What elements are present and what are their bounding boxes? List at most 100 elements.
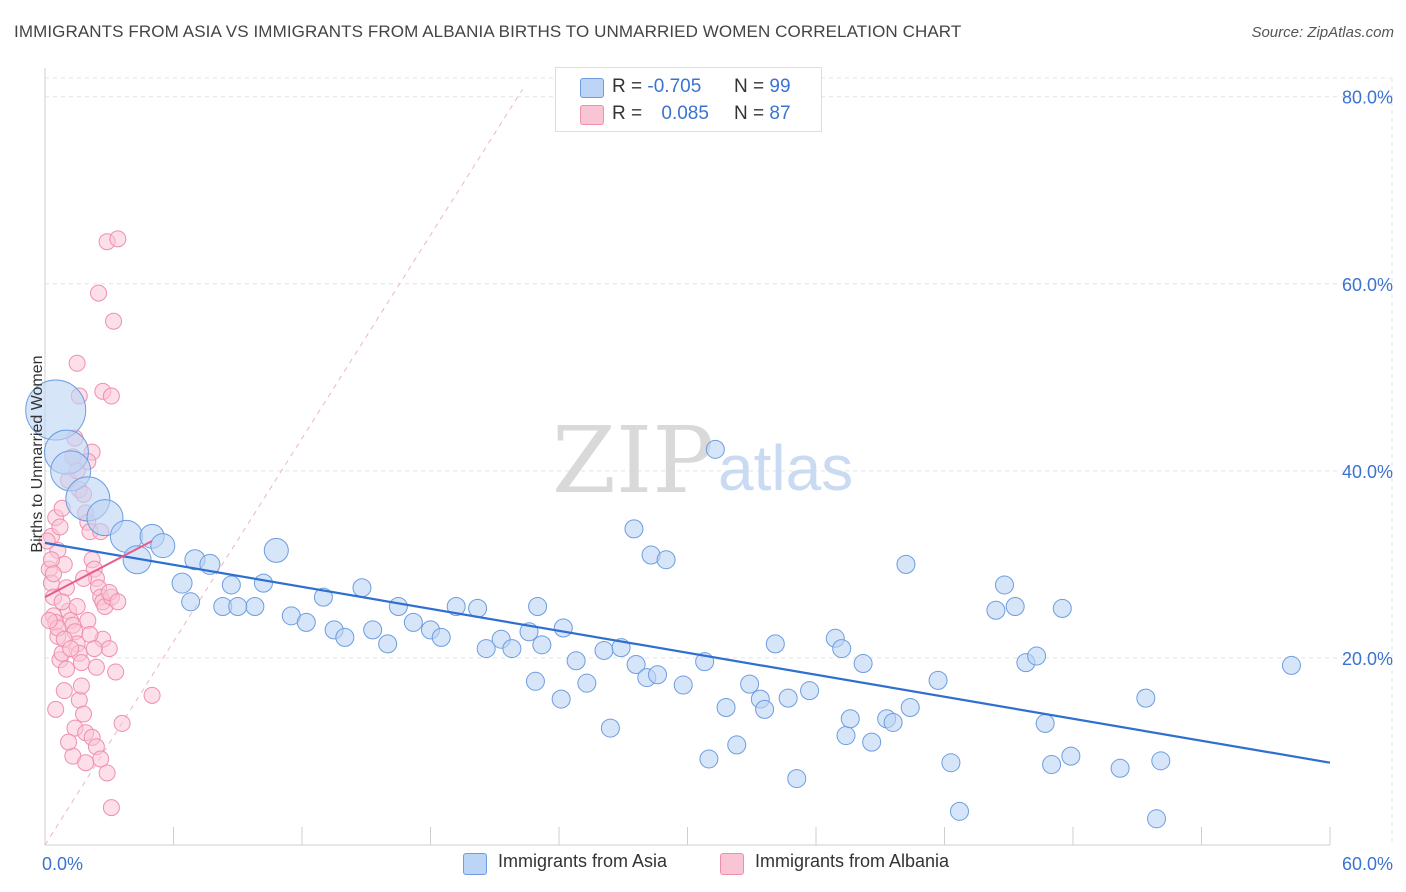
asia-point: [765, 634, 785, 654]
asia-point: [446, 596, 466, 616]
asia-point: [313, 587, 333, 607]
albania-point: [55, 682, 73, 700]
asia-point: [403, 612, 423, 632]
albania-point: [102, 799, 120, 817]
correlation-legend: R = -0.705 N = 99 R = 0.085 N = 87: [555, 67, 822, 132]
albania-point: [85, 640, 103, 658]
trend-lines: [44, 540, 1331, 764]
asia-r-label: R =: [612, 76, 643, 97]
asia-point: [181, 592, 201, 612]
asia-point: [532, 635, 552, 655]
asia-point: [296, 612, 316, 632]
albania-n-value: 87: [769, 103, 791, 124]
asia-point: [862, 732, 882, 752]
albania-point: [68, 354, 86, 372]
asia-point: [778, 688, 798, 708]
albania-point: [51, 518, 69, 536]
asia-point: [228, 596, 248, 616]
asia-point: [740, 674, 760, 694]
bottom-asia-label: Immigrants from Asia: [498, 851, 668, 871]
asia-point: [800, 681, 820, 701]
asia-point: [699, 749, 719, 769]
asia-point: [755, 699, 775, 719]
asia-point: [836, 726, 856, 746]
asia-point: [1147, 809, 1167, 829]
albania-point: [79, 612, 97, 630]
asia-point: [352, 578, 372, 598]
albania-point: [100, 640, 118, 658]
albania-point: [107, 663, 125, 681]
asia-point: [1281, 655, 1301, 675]
asia-point: [626, 654, 646, 674]
albania-point: [45, 565, 63, 583]
reference-line: [44, 88, 524, 846]
asia-point: [1005, 596, 1025, 616]
asia-point: [928, 670, 948, 690]
asia-point: [1042, 755, 1062, 775]
asia-point: [388, 596, 408, 616]
asia-point: [335, 627, 355, 647]
albania-point: [72, 677, 90, 695]
albania-n-label: N =: [734, 103, 765, 124]
asia-point: [673, 675, 693, 695]
asia-point: [986, 600, 1006, 620]
asia-point: [1136, 688, 1156, 708]
chart-title: IMMIGRANTS FROM ASIA VS IMMIGRANTS FROM …: [14, 22, 962, 41]
asia-n-value: 99: [769, 76, 791, 97]
asia-point: [648, 665, 668, 685]
albania-trend-line: [44, 540, 153, 599]
albania-point: [40, 612, 58, 630]
asia-n-label: N =: [734, 76, 765, 97]
asia-point: [787, 769, 807, 789]
asia-point: [553, 618, 573, 638]
asia-point: [594, 640, 614, 660]
watermark-zip: ZIP: [552, 407, 714, 514]
asia-point: [378, 634, 398, 654]
y-tick-label: 20.0%: [1342, 649, 1393, 669]
albania-point: [57, 660, 75, 678]
asia-point: [900, 698, 920, 718]
albania-point: [109, 230, 127, 248]
watermark-atlas: atlas: [718, 432, 853, 504]
y-tick-label: 60.0%: [1342, 275, 1393, 295]
x-tick-label: 60.0%: [1342, 854, 1393, 874]
asia-point: [600, 718, 620, 738]
albania-swatch: [580, 105, 604, 125]
asia-point: [1052, 598, 1072, 618]
asia-point: [150, 533, 176, 559]
asia-point: [1035, 713, 1055, 733]
albania-point: [72, 654, 90, 672]
asia-point: [624, 519, 644, 539]
asia-point: [1151, 751, 1171, 771]
albania-point: [105, 312, 123, 330]
albania-point: [70, 691, 88, 709]
asia-point: [832, 639, 852, 659]
asia-point: [705, 439, 725, 459]
albania-r-label: R =: [612, 103, 643, 124]
asia-point: [468, 598, 488, 618]
asia-point: [221, 575, 241, 595]
asia-point: [1110, 758, 1130, 778]
source-label: Source: ZipAtlas.com: [1251, 24, 1394, 41]
asia-point: [883, 712, 903, 732]
albania-point: [90, 284, 108, 302]
asia-points: [25, 379, 1301, 829]
asia-swatch: [580, 78, 604, 98]
asia-point: [245, 596, 265, 616]
asia-point: [1027, 646, 1047, 666]
albania-point: [109, 593, 127, 611]
albania-points: [38, 230, 161, 817]
y-tick-label: 40.0%: [1342, 462, 1393, 482]
asia-point: [525, 671, 545, 691]
asia-point: [853, 654, 873, 674]
asia-point: [551, 689, 571, 709]
asia-point: [949, 801, 969, 821]
y-axis-label: Births to Unmarried Women: [29, 355, 46, 553]
asia-point: [566, 651, 586, 671]
asia-point: [941, 753, 961, 773]
albania-point: [60, 733, 78, 751]
asia-point: [896, 554, 916, 574]
asia-point: [502, 639, 522, 659]
y-tick-labels: 20.0% 40.0% 60.0% 80.0%: [1342, 88, 1393, 669]
asia-point: [727, 735, 747, 755]
